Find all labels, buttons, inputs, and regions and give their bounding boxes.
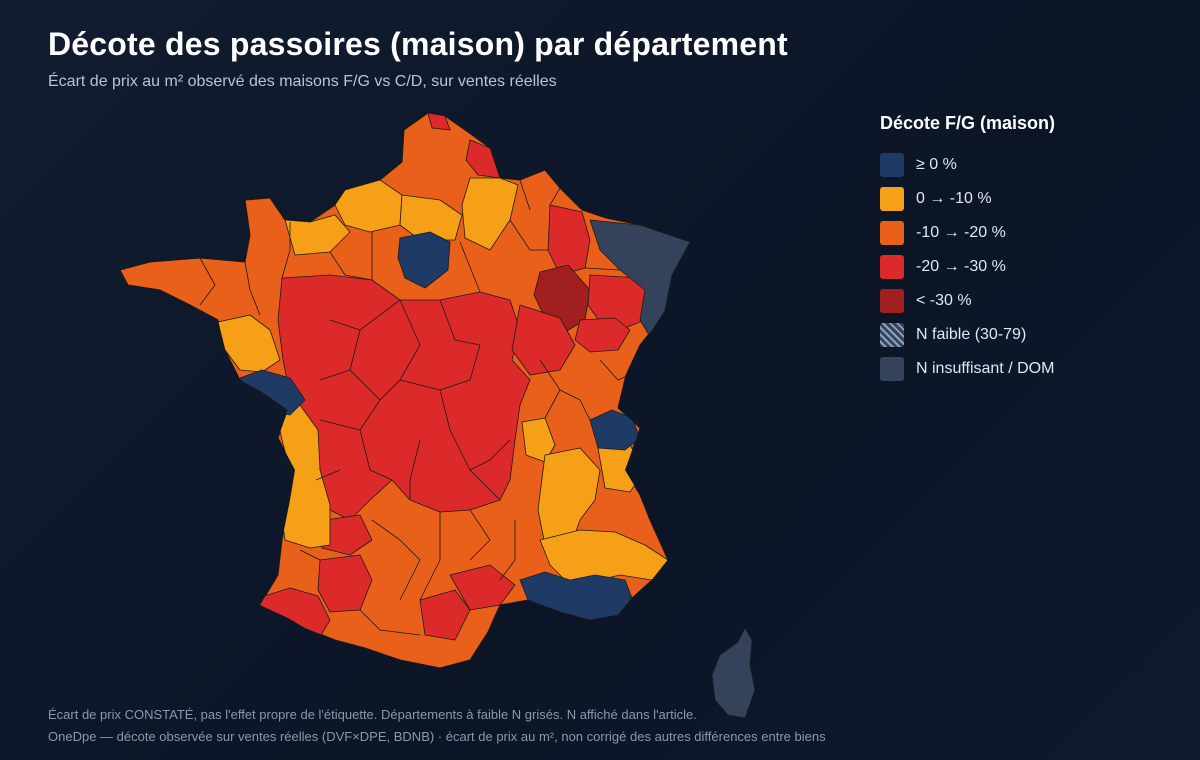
department-borders	[199, 179, 631, 636]
legend-item: -10 → -20 %	[880, 216, 1055, 250]
dept-savoie-orange	[597, 444, 646, 493]
legend-title: Décote F/G (maison)	[880, 113, 1056, 133]
legend-swatch	[880, 153, 904, 177]
legend-item: < -30 %	[880, 284, 1055, 318]
footer-note: Écart de prix CONSTATÉ, pas l'effet prop…	[48, 707, 697, 722]
dept-eure-orange	[399, 194, 463, 241]
dept-burgundy-red	[511, 304, 576, 376]
legend-swatch	[880, 221, 904, 245]
legend-label: 0 → -10 %	[916, 190, 992, 207]
legend-label: ≥ 0 %	[916, 156, 957, 173]
dept-cote-dor-orange	[521, 417, 556, 463]
dept-provence-orange	[539, 529, 669, 583]
legend-label: -10 → -20 %	[916, 224, 1006, 241]
legend-label: < -30 %	[916, 292, 972, 309]
dept-loire-atlantique-orange	[217, 314, 281, 373]
page-title: Décote des passoires (maison) par départ…	[48, 26, 788, 62]
legend-item: N insuffisant / DOM	[880, 352, 1055, 386]
dept-mediterranean-blue	[519, 571, 633, 621]
dept-rhone-alpes-orange	[537, 447, 601, 549]
dept-north-red	[465, 139, 501, 179]
dept-normandy-orange	[334, 179, 403, 233]
dept-herault-red	[449, 564, 516, 611]
dept-paris-blue	[397, 231, 451, 289]
legend-label: N faible (30-79)	[916, 326, 1027, 343]
legend-item: 0 → -10 %	[880, 182, 1055, 216]
legend-swatch	[880, 357, 904, 381]
legend: Décote F/G (maison) ≥ 0 % 0 → -10 % -10 …	[880, 113, 1055, 386]
legend-swatch	[880, 187, 904, 211]
legend-swatch-hatched	[880, 323, 904, 347]
legend-label: -20 → -30 %	[916, 258, 1006, 275]
footer-source: OneDpe — décote observée sur ventes réel…	[48, 729, 826, 744]
dept-haute-saone-red	[574, 317, 631, 353]
legend-label: N insuffisant / DOM	[916, 360, 1055, 377]
corsica	[711, 627, 756, 719]
dept-aude-red	[419, 589, 471, 641]
legend-item: -20 → -30 %	[880, 250, 1055, 284]
legend-swatch	[880, 255, 904, 279]
legend-item: ≥ 0 %	[880, 148, 1055, 182]
page-subtitle: Écart de prix au m² observé des maisons …	[48, 73, 557, 90]
legend-item: N faible (30-79)	[880, 318, 1055, 352]
legend-swatch	[880, 289, 904, 313]
dept-calvados-orange	[284, 214, 351, 256]
dept-aisne-orange	[461, 177, 519, 251]
